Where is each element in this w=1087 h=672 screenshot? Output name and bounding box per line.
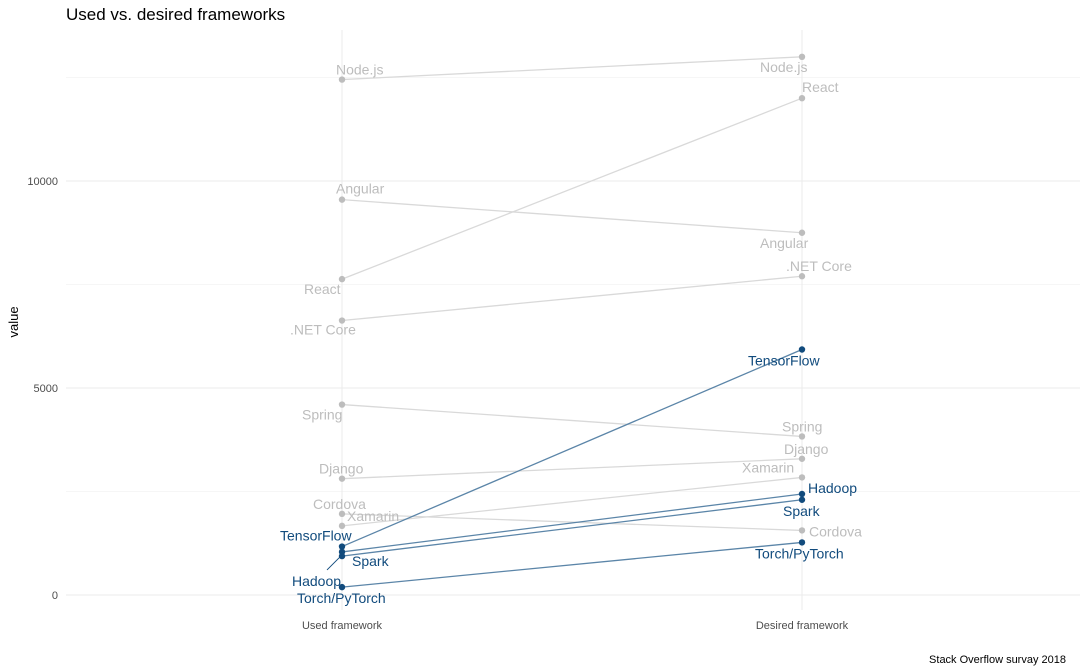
point-angular-used-framework (338, 196, 346, 203)
series-line-tensorflow (341, 348, 803, 548)
point-angular-desired-framework (798, 229, 806, 236)
data-label-django-desired-framework: Django (784, 441, 829, 457)
series-line-react (341, 97, 803, 280)
grid-layer (66, 30, 1080, 610)
point-tensorflow-used-framework (338, 543, 346, 550)
series-line-angular (341, 198, 803, 234)
data-label-angular-used-framework: Angular (336, 181, 385, 197)
chart-title: Used vs. desired frameworks (66, 5, 285, 24)
data-label-tensorflow-used-framework: TensorFlow (280, 528, 352, 544)
x-tick-label-used-framework: Used framework (302, 620, 383, 632)
y-tick-label: 0 (52, 590, 58, 602)
point-net-core-desired-framework (798, 273, 806, 280)
data-label-torch-pytorch-desired-framework: Torch/PyTorch (755, 545, 844, 561)
series-line-spring (341, 403, 803, 438)
labels-layer: Node.js Node.js React React Angular Angular .N… (280, 59, 862, 606)
data-label-spring-used-framework: Spring (302, 407, 342, 423)
point-django-desired-framework (798, 455, 806, 462)
data-label-xamarin-used-framework: Xamarin (347, 508, 399, 524)
data-label-react-desired-framework: React (802, 79, 839, 95)
data-label-net-core-used-framework: .NET Core (290, 322, 356, 338)
axes-layer: 0 5000 10000 Used framework Desired framewor… (27, 176, 848, 632)
y-tick-label: 10000 (27, 176, 58, 188)
data-label-hadoop-desired-framework: Hadoop (808, 480, 857, 496)
point-spark-desired-framework (798, 496, 806, 503)
data-label-net-core-desired-framework: .NET Core (786, 258, 852, 274)
data-label-tensorflow-desired-framework: TensorFlow (748, 352, 820, 368)
data-label-angular-desired-framework: Angular (760, 235, 809, 251)
series-line-cordova (341, 513, 803, 532)
point-xamarin-used-framework (338, 522, 346, 530)
data-label-node-js-used-framework: Node.js (336, 62, 383, 78)
chart-caption: Stack Overflow survay 2018 (929, 654, 1066, 666)
point-react-used-framework (338, 275, 346, 283)
data-label-torch-pytorch-used-framework: Torch/PyTorch (297, 590, 386, 606)
data-label-react-used-framework: React (304, 281, 341, 297)
point-net-core-used-framework (338, 317, 346, 324)
point-spring-desired-framework (798, 433, 806, 440)
data-label-spark-desired-framework: Spark (783, 503, 821, 519)
data-label-cordova-desired-framework: Cordova (809, 523, 862, 539)
point-cordova-desired-framework (798, 527, 806, 534)
series-line-xamarin (341, 476, 803, 527)
data-label-django-used-framework: Django (319, 461, 364, 477)
series-line-node-js (341, 56, 803, 81)
series-line-net-core (341, 275, 803, 322)
point-spring-used-framework (338, 401, 346, 408)
data-label-spring-desired-framework: Spring (782, 418, 822, 434)
data-label-node-js-desired-framework: Node.js (760, 59, 807, 75)
points-layer (338, 53, 806, 591)
y-tick-label: 5000 (34, 383, 58, 395)
x-tick-label-desired-framework: Desired framework (756, 620, 849, 632)
label-leader-hadoop (326, 554, 343, 571)
point-react-desired-framework (798, 95, 806, 102)
y-axis-title: value (6, 306, 21, 337)
point-hadoop-desired-framework (798, 490, 806, 498)
point-torch-pytorch-used-framework (338, 583, 346, 591)
data-label-xamarin-desired-framework: Xamarin (742, 459, 794, 475)
point-node-js-desired-framework (798, 53, 806, 60)
series-line-spark (341, 499, 803, 557)
lines-layer (341, 56, 803, 588)
point-torch-pytorch-desired-framework (798, 539, 806, 546)
point-xamarin-desired-framework (798, 474, 806, 481)
point-node-js-used-framework (338, 76, 346, 83)
series-line-torch-pytorch (341, 541, 803, 588)
series-line-django (341, 458, 803, 480)
point-tensorflow-desired-framework (798, 346, 806, 353)
data-label-spark-used-framework: Spark (352, 553, 390, 569)
point-django-used-framework (338, 475, 346, 482)
point-spark-used-framework (338, 552, 346, 560)
series-line-hadoop (341, 493, 803, 553)
point-cordova-used-framework (338, 510, 346, 518)
data-label-hadoop-used-framework: Hadoop (292, 573, 341, 589)
data-label-cordova-used-framework: Cordova (313, 496, 366, 512)
